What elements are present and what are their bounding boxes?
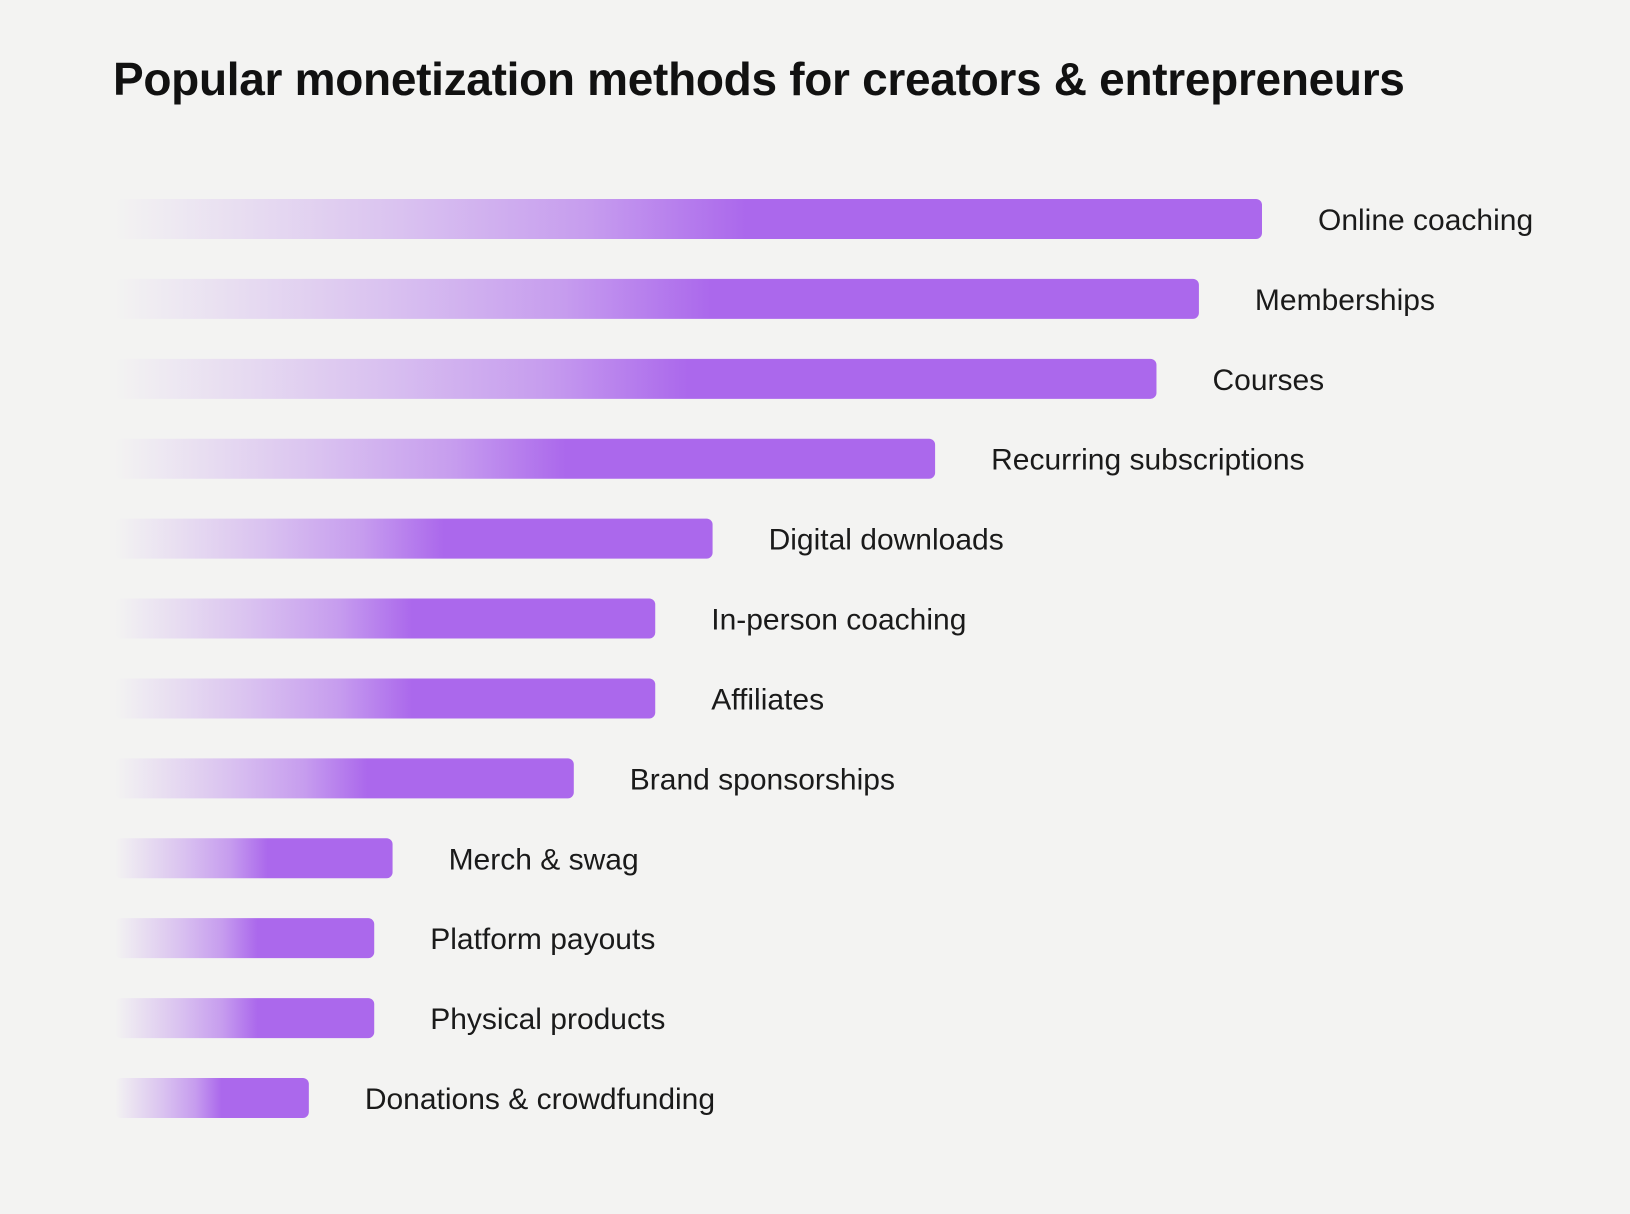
bar-label: Recurring subscriptions xyxy=(991,444,1304,477)
bar-courses xyxy=(115,358,1157,399)
bar-recurring-subscriptions xyxy=(115,438,936,479)
bar-label: Donations & crowdfunding xyxy=(365,1083,715,1116)
bar-memberships xyxy=(115,278,1199,319)
bar-label: Courses xyxy=(1212,364,1324,397)
chart-title: Popular monetization methods for creator… xyxy=(113,53,1405,105)
bar-merch-swag xyxy=(115,838,393,879)
bar-label: In-person coaching xyxy=(711,604,966,637)
bar-label: Brand sponsorships xyxy=(630,763,895,796)
bar-label: Platform payouts xyxy=(430,923,655,956)
bars-layer xyxy=(115,199,1262,1118)
bar-brand-sponsorships xyxy=(115,758,574,799)
bar-platform-payouts xyxy=(115,918,375,959)
bar-affiliates xyxy=(115,678,656,719)
labels-layer: Online coaching Memberships Courses Recurri… xyxy=(365,204,1533,1116)
bar-label: Digital downloads xyxy=(769,524,1004,557)
bar-label: Online coaching xyxy=(1318,204,1533,237)
bar-label: Memberships xyxy=(1255,284,1435,317)
bar-label: Merch & swag xyxy=(449,843,639,876)
bar-in-person-coaching xyxy=(115,598,656,639)
bar-physical-products xyxy=(115,998,375,1039)
bar-online-coaching xyxy=(115,199,1262,239)
bar-donations-crowdfunding xyxy=(115,1078,309,1118)
bar-label: Physical products xyxy=(430,1003,665,1036)
bar-digital-downloads xyxy=(115,518,713,559)
bar-label: Affiliates xyxy=(711,683,824,716)
